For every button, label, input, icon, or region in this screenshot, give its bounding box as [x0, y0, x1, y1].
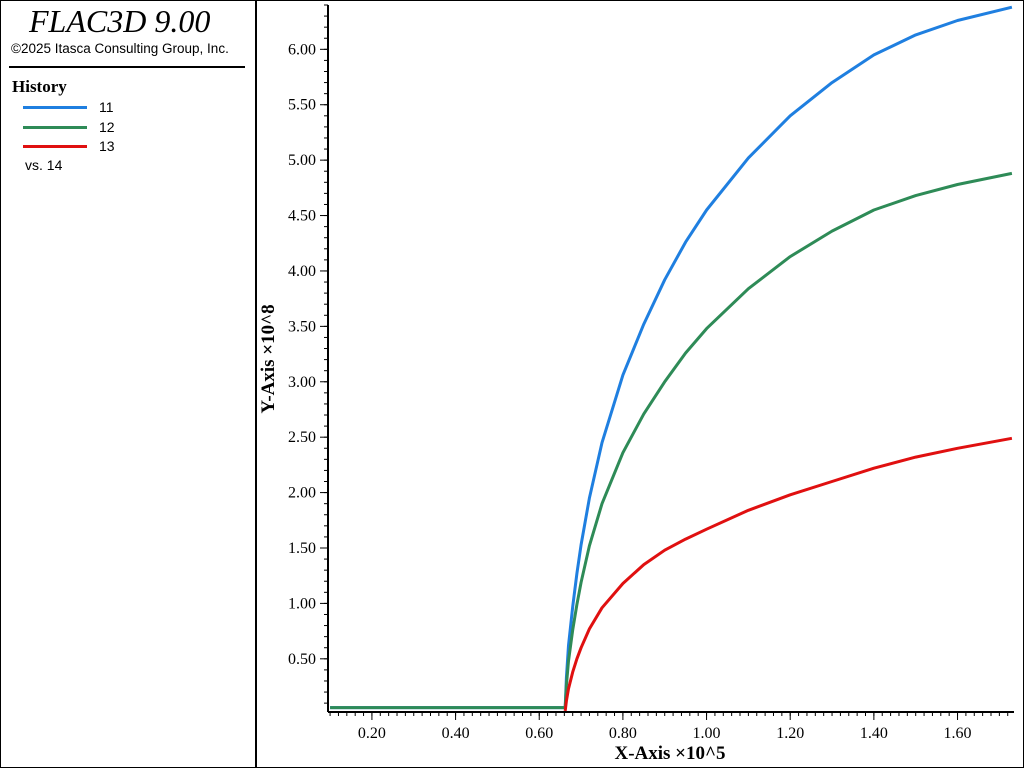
legend-swatch-icon [23, 145, 87, 148]
x-tick-label: 0.80 [609, 725, 637, 742]
y-tick-label: 6.00 [288, 41, 316, 58]
y-tick-label: 4.50 [288, 208, 316, 225]
y-tick-label: 2.00 [288, 485, 316, 502]
legend-label: 13 [99, 138, 115, 154]
series-line-12 [330, 171, 1013, 710]
x-tick-label: 1.20 [776, 725, 804, 742]
app-title: FLAC3D 9.00 [29, 3, 211, 39]
series-layer [330, 5, 1013, 712]
legend-swatch-icon [23, 106, 87, 109]
series-line-13 [563, 436, 1013, 712]
tick-labels: 0.20 0.40 0.60 0.80 1.00 1.20 1.40 1.60 0.50 1.00… [288, 41, 972, 742]
x-tick-label: 1.40 [860, 725, 888, 742]
x-tick-label: 1.00 [693, 725, 721, 742]
legend-swatch-icon [23, 126, 87, 129]
legend-label: 12 [99, 119, 115, 135]
x-tick-label: 0.20 [358, 725, 386, 742]
y-tick-label: 2.50 [288, 429, 316, 446]
axes [320, 4, 1014, 720]
x-tick-label: 1.60 [944, 725, 972, 742]
y-tick-label: 3.00 [288, 374, 316, 391]
y-tick-label: 1.50 [288, 540, 316, 557]
y-tick-label: 5.00 [288, 152, 316, 169]
y-tick-label: 5.50 [288, 97, 316, 114]
copyright-text: ©2025 Itasca Consulting Group, Inc. [11, 41, 229, 56]
legend-panel: FLAC3D 9.00 ©2025 Itasca Consulting Grou… [1, 1, 257, 767]
x-tick-label: 0.40 [442, 725, 470, 742]
y-tick-label: 3.50 [288, 318, 316, 335]
y-tick-label: 1.00 [288, 595, 316, 612]
legend-vs-label: vs. 14 [25, 157, 63, 173]
legend-label: 11 [99, 99, 114, 115]
y-axis-title: Y-Axis ×10^8 [258, 304, 279, 413]
history-plot: 0.20 0.40 0.60 0.80 1.00 1.20 1.40 1.60 0.50 1.00… [258, 4, 1014, 764]
y-tick-label: 0.50 [288, 651, 316, 668]
y-tick-label: 4.00 [288, 263, 316, 280]
series-line-11 [330, 5, 1013, 710]
legend-heading: History [12, 77, 67, 96]
legend-divider [9, 66, 245, 68]
x-axis-title: X-Axis ×10^5 [614, 743, 725, 764]
x-tick-label: 0.60 [525, 725, 553, 742]
